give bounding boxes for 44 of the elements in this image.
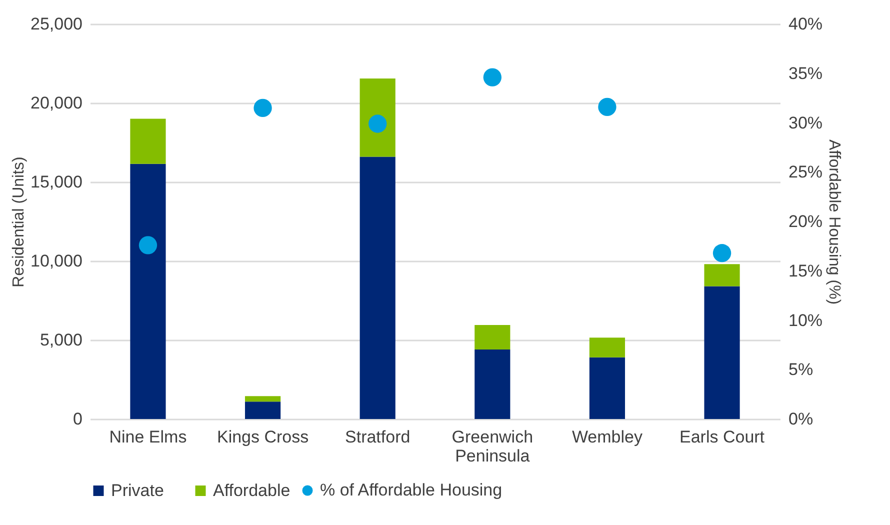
y-axis-title: Residential (Units) (10, 156, 28, 288)
x-tick-label: Wembley (572, 428, 643, 446)
bar (360, 156, 396, 419)
bar (130, 118, 166, 164)
y2-axis-title: Affordable Housing (%) (826, 139, 843, 305)
bar (360, 78, 396, 157)
y-tick-label: 10,000 (30, 252, 82, 270)
point (712, 244, 732, 262)
bar (704, 264, 740, 286)
x-tick-label: Greenwich Peninsula (452, 428, 534, 466)
bar (130, 164, 166, 419)
x-tick-label: Kings Cross (216, 428, 309, 446)
y-tick-label: 25,000 (30, 14, 82, 34)
y2-tick-label: 20% (788, 212, 823, 231)
legend-label: Private (111, 480, 164, 500)
bar (589, 357, 626, 419)
bar (474, 324, 510, 350)
bar (704, 286, 740, 419)
bar (244, 402, 281, 419)
y2-tick-label: 30% (788, 113, 823, 132)
y-tick-label: 15,000 (30, 172, 82, 192)
bar (474, 349, 510, 419)
y-tick-label: 20,000 (30, 94, 82, 112)
point (254, 98, 272, 118)
point (483, 68, 502, 86)
point (368, 114, 387, 133)
y-tick-label: 0 (73, 410, 82, 428)
point (598, 98, 616, 116)
y2-tick-label: 10% (788, 310, 823, 330)
y-tick-label: 5,000 (40, 330, 82, 350)
x-tick-label: Earls Court (680, 428, 765, 446)
y2-tick-label: 25% (788, 162, 823, 182)
y2-tick-label: 0% (788, 410, 814, 428)
y2-tick-label: 40% (788, 14, 823, 34)
bar (589, 338, 626, 358)
y2-tick-label: 5% (788, 360, 814, 380)
x-tick-label: Stratford (344, 428, 410, 446)
point (138, 236, 158, 254)
x-tick-label: Nine Elms (109, 428, 187, 446)
legend-label: % of Affordable Housing (320, 480, 502, 500)
y2-tick-label: 15% (788, 261, 823, 280)
legend-label: Affordable (213, 480, 290, 500)
y2-tick-label: 35% (788, 64, 823, 83)
bar (244, 396, 281, 402)
